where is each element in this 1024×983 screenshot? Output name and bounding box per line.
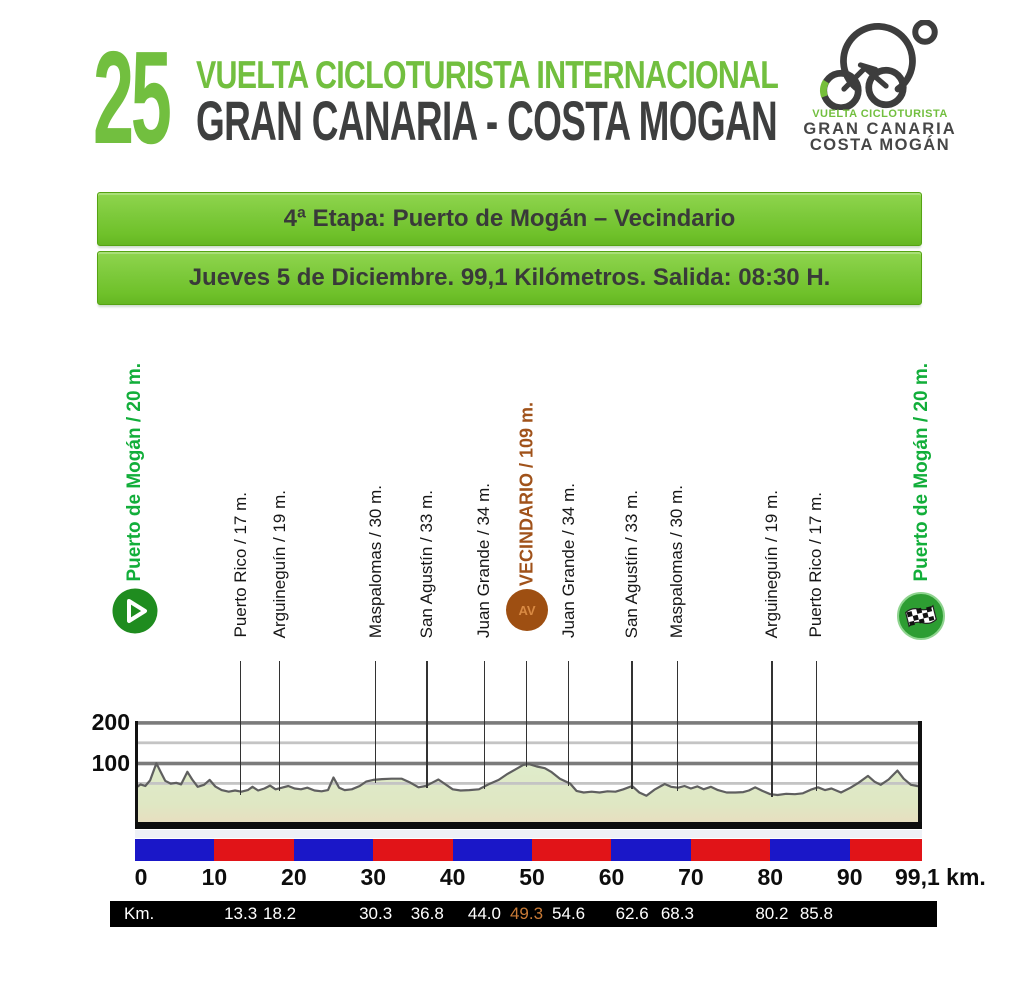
- x-tick-20: 20: [281, 864, 307, 890]
- gridline-150: [138, 741, 918, 745]
- landmark-line: [771, 661, 773, 798]
- logo-line2: GRAN CANARIA: [803, 120, 957, 138]
- finish-flag-icon: [897, 592, 945, 640]
- landmark-line: [567, 661, 570, 786]
- elevation-profile-chart: [135, 721, 922, 829]
- logo-line3: COSTA MOGÁN: [809, 136, 951, 154]
- x-tick-80: 80: [757, 864, 784, 890]
- segment-80-90km: [770, 839, 850, 861]
- segment-90-99.1km: [849, 839, 922, 861]
- km-marker-bar: Km. 13.3 18.2 30.3 36.8 44.0 49.3 54.6 62.6 68.3…: [110, 901, 937, 927]
- edition-number: 25: [93, 24, 172, 171]
- km-value-80.2: 80.2: [755, 904, 789, 923]
- segment-60-70km: [611, 839, 691, 861]
- landmark-line: [676, 661, 679, 791]
- landmark-line: [374, 661, 377, 783]
- landmark-label-finish: Puerto de Mogán / 20 m.: [911, 363, 932, 582]
- cyclist-logo-icon: [820, 20, 938, 110]
- chart-left-border: [135, 721, 138, 822]
- x-tick-40: 40: [439, 864, 466, 890]
- segment-70-80km: [690, 839, 771, 861]
- km-value-54.6: 54.6: [552, 904, 586, 923]
- gridline-200: [138, 721, 918, 725]
- landmark-label-town: Maspalomas / 30 m.: [667, 484, 687, 638]
- y-axis-label-100: 100: [91, 750, 130, 776]
- landmark-line: [278, 661, 281, 792]
- landmark-line: [525, 661, 528, 768]
- landmark-label-town: Puerto Rico / 17 m.: [806, 492, 826, 638]
- km-value-30.3: 30.3: [359, 904, 393, 923]
- km-bar-title: Km.: [124, 904, 155, 923]
- segment-20-30km: [293, 839, 374, 861]
- race-title-line1: VUELTA CICLOTURISTA INTERNACIONAL: [196, 54, 779, 97]
- landmark-label-town: Maspalomas / 30 m.: [365, 484, 385, 638]
- km-value-13.3: 13.3: [224, 904, 258, 923]
- x-axis-end-label: 99,1 km.: [895, 864, 986, 890]
- landmark-line: [815, 661, 818, 791]
- segment-10-20km: [214, 839, 294, 861]
- x-tick-70: 70: [678, 864, 704, 890]
- logo-line1: VUELTA CICLOTURISTA: [812, 108, 948, 120]
- segment-30-40km: [373, 839, 453, 861]
- km-value-85.8: 85.8: [799, 904, 833, 923]
- x-tick-90: 90: [836, 864, 863, 890]
- stage-info-banner: Jueves 5 de Diciembre. 99,1 Kilómetros. …: [97, 251, 922, 305]
- km-value-44.0: 44.0: [467, 904, 501, 923]
- landmark-label-town: San Agustín / 33 m.: [417, 489, 437, 638]
- km-value-62.6: 62.6: [615, 904, 649, 923]
- landmark-label-town: Juan Grande / 34 m.: [474, 483, 494, 638]
- km-value-36.8: 36.8: [410, 904, 444, 923]
- km-value-49.3: 49.3: [509, 904, 544, 923]
- landmark-line: [483, 661, 486, 790]
- gridline-50: [138, 782, 918, 785]
- landmark-label-town: Juan Grande / 34 m.: [558, 483, 578, 638]
- landmark-line: [631, 661, 633, 790]
- chart-baseline-shadow: [135, 830, 922, 838]
- x-tick-0: 0: [134, 864, 148, 890]
- distance-segment-bar: [135, 839, 922, 861]
- start-icon: [112, 588, 158, 634]
- landmark-label-town: Arguineguín / 19 m.: [761, 489, 781, 638]
- terrain-fill: [135, 763, 922, 822]
- y-axis-label-200: 200: [91, 709, 130, 735]
- landmark-line: [426, 661, 429, 789]
- chart-baseline: [135, 822, 922, 829]
- x-tick-10: 10: [201, 864, 228, 890]
- stage-title-text: 4ª Etapa: Puerto de Mogán – Vecindario: [283, 205, 736, 232]
- race-title-line2: GRAN CANARIA - COSTA MOGAN: [196, 89, 778, 152]
- stage-info-text: Jueves 5 de Diciembre. 99,1 Kilómetros. …: [188, 264, 831, 291]
- x-tick-30: 30: [360, 864, 387, 890]
- segment-0-10km: [135, 839, 215, 861]
- landmark-label-town: Arguineguín / 19 m.: [269, 489, 289, 638]
- landmark-label-start: Puerto de Mogán / 20 m.: [124, 363, 145, 582]
- landmark-label-turn: VECINDARIO / 109 m.: [516, 401, 536, 586]
- landmark-label-town: Puerto Rico / 17 m.: [230, 492, 250, 638]
- chart-right-border: [918, 721, 922, 822]
- km-value-68.3: 68.3: [660, 904, 694, 923]
- x-tick-50: 50: [519, 864, 545, 890]
- km-value-18.2: 18.2: [262, 904, 297, 923]
- segment-40-50km: [452, 839, 533, 861]
- stage-title-banner: 4ª Etapa: Puerto de Mogán – Vecindario: [97, 192, 922, 246]
- logo-wordmark: VUELTA CICLOTURISTA GRAN CANARIA COSTA M…: [800, 108, 960, 153]
- x-tick-60: 60: [598, 864, 625, 890]
- turnaround-badge: AV: [505, 589, 548, 631]
- landmark-label-town: San Agustín / 33 m.: [622, 489, 642, 638]
- terrain-line: [135, 762, 922, 797]
- svg-text:AV: AV: [518, 603, 535, 618]
- landmark-line: [239, 661, 242, 795]
- segment-50-60km: [532, 839, 612, 861]
